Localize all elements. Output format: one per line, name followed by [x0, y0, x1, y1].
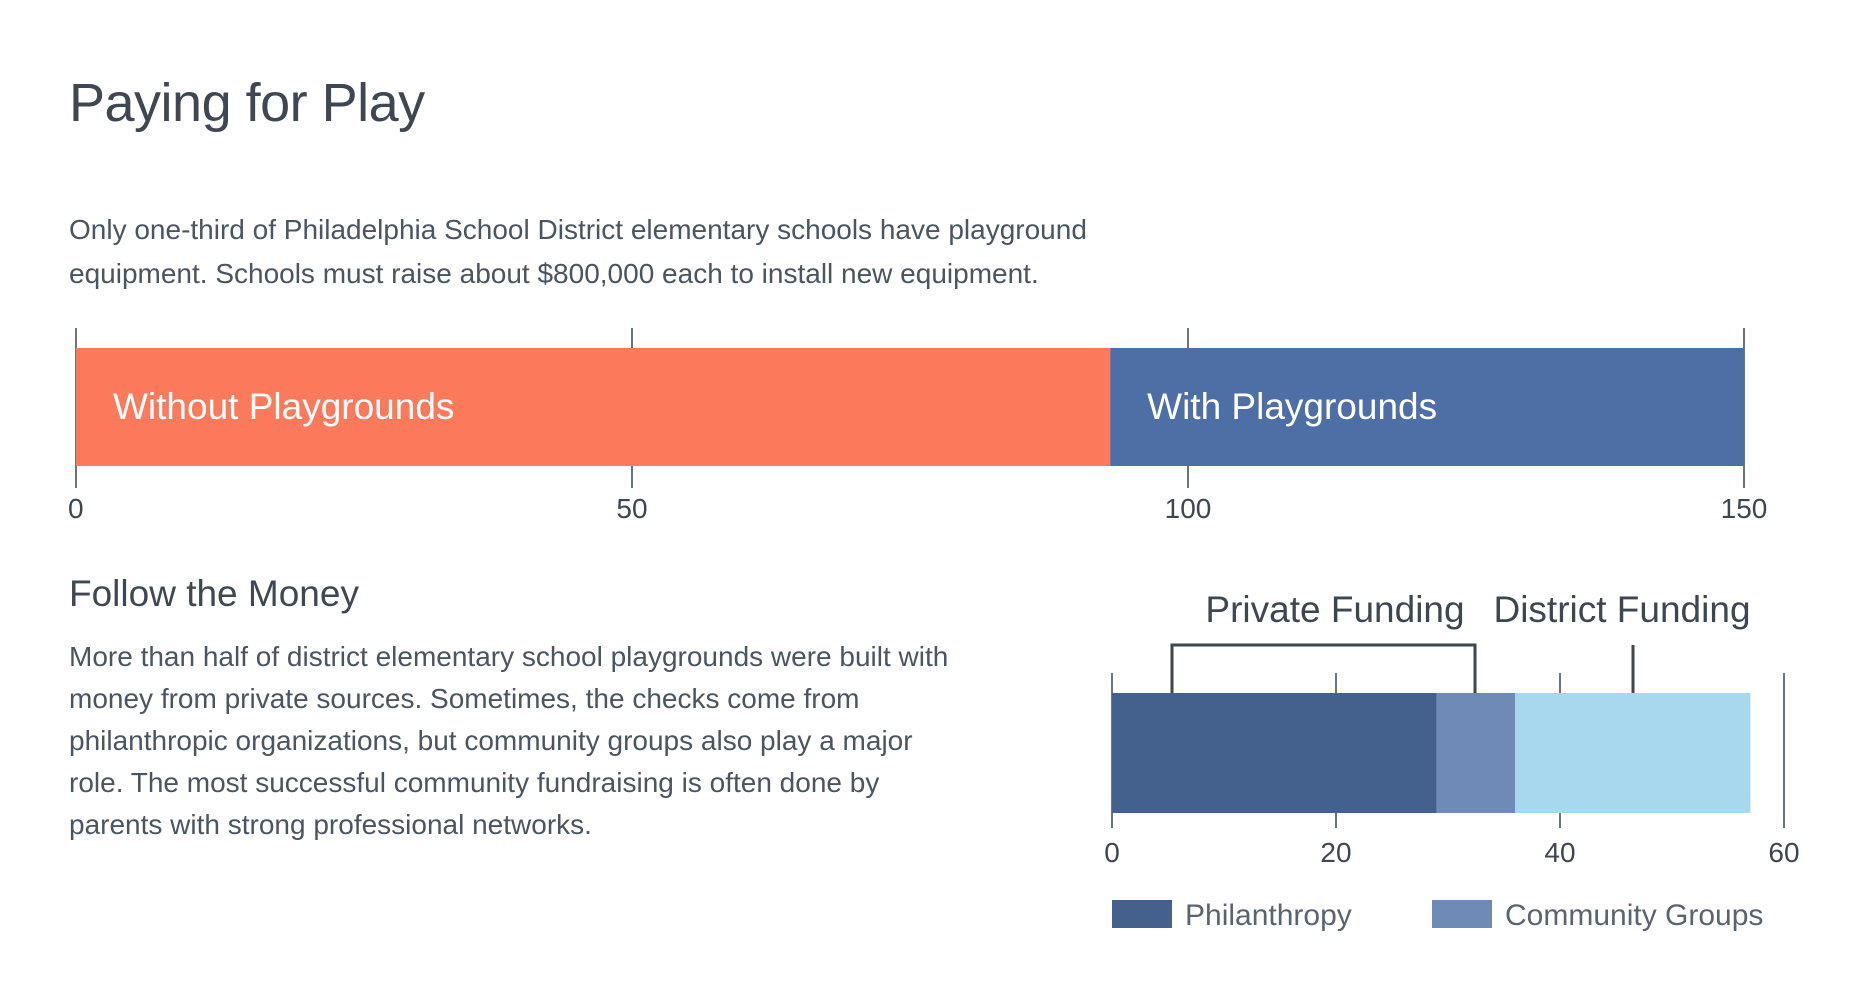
bar-with-playgrounds [1110, 348, 1744, 466]
legend-swatch-community-groups [1432, 900, 1492, 928]
legend-label-philanthropy: Philanthropy [1185, 899, 1352, 932]
tick-label-150: 150 [1721, 493, 1768, 524]
bar-label-with: With Playgrounds [1147, 386, 1437, 427]
bar-label-without: Without Playgrounds [113, 386, 454, 427]
bar-community-groups [1436, 693, 1516, 813]
intro-text: Only one-third of Philadelphia School Di… [69, 214, 1087, 289]
tick-label-20: 20 [1320, 837, 1351, 868]
tick-label-0: 0 [1104, 837, 1120, 868]
legend-label-community-groups: Community Groups [1505, 899, 1763, 932]
group-label-district: District Funding [1493, 589, 1750, 630]
tick-label-60: 60 [1768, 837, 1799, 868]
tick-label-0: 0 [68, 493, 84, 524]
bar-district [1515, 693, 1751, 813]
page-title: Paying for Play [69, 73, 425, 133]
bar-philanthropy [1112, 693, 1437, 813]
legend-swatch-philanthropy [1112, 900, 1172, 928]
section-body: More than half of district elementary sc… [69, 641, 949, 840]
bar-without-playgrounds [76, 348, 1111, 466]
funding-sources-chart: 0 20 40 60 Private Funding District Funding Ph… [1104, 589, 1799, 932]
section-title: Follow the Money [69, 573, 359, 614]
private-funding-bracket [1170, 643, 1477, 693]
tick-label-50: 50 [616, 493, 647, 524]
tick-label-100: 100 [1165, 493, 1212, 524]
tick-label-40: 40 [1544, 837, 1575, 868]
group-label-private: Private Funding [1205, 589, 1464, 630]
playground-count-chart: Without Playgrounds With Playgrounds 0 50 10… [68, 328, 1767, 524]
